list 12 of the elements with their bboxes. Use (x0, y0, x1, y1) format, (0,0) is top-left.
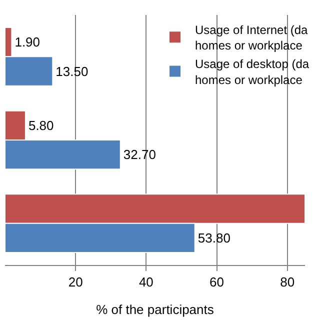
data-label: 5.80 (28, 118, 54, 133)
x-tick-label: 80 (280, 274, 295, 290)
x-axis-title: % of the participants (96, 302, 214, 317)
legend-label: Usage of desktop (da homes or workplace (195, 57, 310, 87)
data-label: 32.70 (123, 147, 156, 162)
data-label: 13.50 (56, 64, 88, 79)
x-tick-label: 40 (138, 274, 154, 290)
data-label: 1.90 (14, 34, 40, 50)
legend-label: Usage of Internet (da homes or workplace (195, 22, 308, 53)
x-tick-label: 20 (68, 274, 83, 290)
data-label: 53.80 (198, 230, 230, 246)
x-tick-label: 60 (210, 274, 224, 290)
